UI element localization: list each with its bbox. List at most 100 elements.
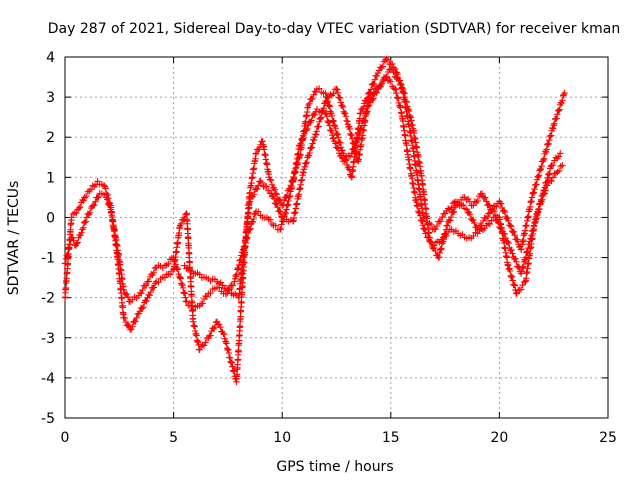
trace-b-fill-point [312, 88, 320, 96]
trace-c-fill-point [504, 214, 511, 222]
trace-c-fill-point [370, 89, 377, 97]
trace-b-fill-point [541, 184, 549, 191]
trace-c-fill-point [334, 89, 342, 97]
trace-c-fill-point [439, 213, 446, 221]
trace-a-fill-point [180, 289, 187, 296]
trace-b-fill-point [227, 358, 234, 365]
trace-a-fill-point [80, 224, 87, 232]
trace-c-fill-point [254, 185, 261, 193]
trace-c-fill-point [551, 120, 558, 127]
trace-b-fill-point [124, 321, 132, 329]
trace-b-point [305, 101, 312, 109]
trace-c-fill-point [470, 216, 477, 223]
trace-b-point [539, 190, 547, 197]
trace-b-fill-point [532, 216, 540, 223]
grid [65, 57, 608, 418]
trace-c-fill-point [540, 155, 548, 162]
trace-a-fill-point [179, 281, 186, 288]
x-tick-label: 5 [169, 430, 178, 446]
trace-a-fill-point [92, 198, 99, 205]
trace-b-fill-point [182, 211, 189, 219]
trace-c-point [550, 121, 557, 129]
trace-a-fill-point [250, 215, 257, 223]
trace-b-fill-point [178, 220, 185, 227]
trace-a-fill-point [123, 290, 131, 298]
trace-b-fill-point [437, 246, 445, 253]
trace-b-fill-point [370, 80, 378, 87]
trace-c-fill-point [437, 218, 445, 225]
trace-a-point [176, 274, 184, 281]
trace-c-fill-point [433, 222, 441, 230]
trace-c-fill-point [500, 207, 508, 214]
trace-b-fill-point [447, 213, 455, 221]
trace-b-fill-point [288, 178, 295, 185]
trace-c-fill-point [558, 99, 565, 107]
trace-b-fill-point [440, 238, 447, 246]
trace-b-fill-point [290, 173, 297, 181]
trace-b-fill-point [389, 60, 396, 68]
trace-c-fill-point [315, 123, 322, 130]
trace-b-fill-point [506, 267, 514, 275]
trace-c-point [387, 65, 394, 73]
trace-a-fill-point [272, 222, 279, 229]
trace-c-fill-point [250, 191, 258, 198]
trace-c-fill-point [379, 77, 386, 85]
trace-c-fill-point [354, 156, 361, 164]
trace-c-point [257, 178, 264, 185]
y-tick-label: -2 [41, 291, 55, 307]
trace-b-fill-point [431, 244, 438, 252]
trace-b-point [504, 262, 512, 269]
trace-b-fill-point [446, 217, 454, 224]
trace-b-fill-point [267, 176, 275, 184]
trace-b-fill-point [432, 247, 439, 255]
y-axis-label: SDTVAR / TECUs [6, 181, 22, 296]
trace-c-fill-point [547, 132, 554, 140]
trace-a-fill-point [370, 95, 377, 102]
trace-a-fill-point [504, 238, 511, 245]
trace-b-fill-point [537, 200, 544, 207]
trace-a-point [231, 278, 238, 285]
trace-a-fill-point [555, 167, 563, 175]
trace-c-fill-point [348, 135, 356, 142]
trace-c-fill-point [478, 222, 485, 229]
trace-b-fill-point [508, 273, 516, 280]
trace-b-fill-point [223, 340, 230, 347]
trace-c-point [561, 89, 568, 97]
trace-b-fill-point [80, 197, 87, 204]
trace-b-point [426, 238, 434, 245]
trace-c-fill-point [538, 162, 545, 170]
trace-b-fill-point [315, 85, 323, 92]
trace-c-fill-point [313, 128, 320, 135]
trace-c-fill-point [303, 159, 311, 166]
trace-c-fill-point [493, 203, 500, 210]
trace-c-fill-point [312, 131, 320, 138]
trace-b-fill-point [225, 346, 232, 353]
trace-c-fill-point [483, 213, 491, 221]
trace-c-fill-point [549, 124, 556, 132]
trace-b-fill-point [441, 231, 448, 238]
trace-b-fill-point [544, 174, 551, 182]
trace-a-fill-point [554, 168, 561, 176]
trace-a-fill-point [512, 255, 519, 262]
trace-c-fill-point [350, 140, 358, 148]
trace-c-fill-point [263, 183, 270, 190]
trace-a-fill-point [277, 225, 284, 233]
trace-a-fill-point [394, 94, 401, 101]
trace-b-point [252, 150, 260, 157]
trace-c-fill-point [514, 236, 521, 243]
trace-a-fill-point [513, 258, 520, 266]
trace-b-point [357, 109, 364, 117]
trace-b-fill-point [150, 284, 158, 291]
trace-a-fill-point [387, 78, 394, 85]
trace-c-fill-point [327, 91, 334, 98]
trace-b-fill-point [266, 176, 274, 183]
x-tick-label: 25 [599, 430, 617, 446]
trace-a-fill-point [235, 265, 242, 272]
trace-c-fill-point [270, 195, 278, 202]
trace-a-point [509, 250, 516, 257]
trace-a-fill-point [74, 239, 81, 246]
trace-a-fill-point [229, 282, 237, 289]
trace-c-fill-point [274, 204, 281, 211]
trace-b-point [87, 186, 95, 193]
